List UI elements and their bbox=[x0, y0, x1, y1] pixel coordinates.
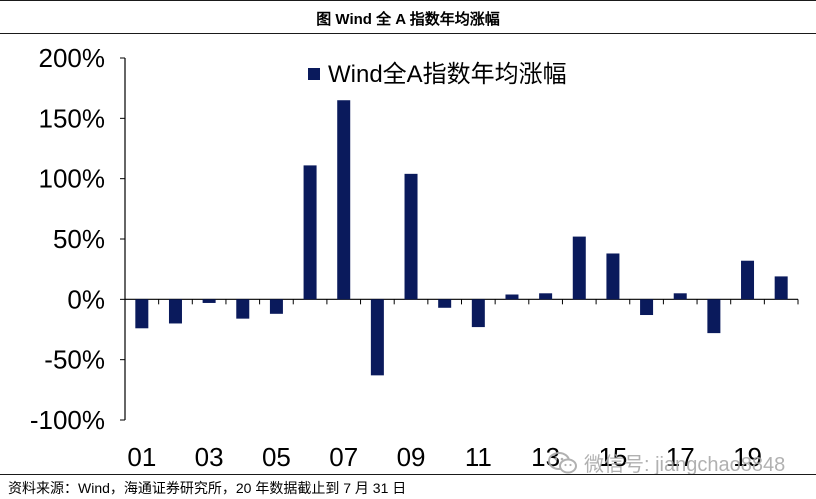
bar bbox=[303, 165, 317, 300]
x-tick-label: 01 bbox=[127, 442, 156, 472]
legend-swatch bbox=[308, 68, 320, 80]
bar bbox=[370, 299, 384, 376]
bar bbox=[404, 173, 418, 300]
y-tick-label: 50% bbox=[53, 224, 105, 254]
bar bbox=[606, 253, 620, 300]
bar bbox=[471, 299, 485, 328]
bar bbox=[236, 299, 250, 319]
bar bbox=[707, 299, 721, 334]
y-tick-label: 100% bbox=[39, 164, 106, 194]
bar bbox=[202, 299, 216, 303]
x-tick-label: 03 bbox=[195, 442, 224, 472]
bar bbox=[741, 260, 755, 300]
wechat-icon bbox=[548, 451, 577, 473]
header-frame bbox=[0, 0, 816, 34]
bar bbox=[539, 293, 553, 300]
bar bbox=[269, 299, 283, 314]
x-tick-label: 07 bbox=[329, 442, 358, 472]
bar bbox=[505, 294, 519, 300]
x-tick-label: 05 bbox=[262, 442, 291, 472]
x-tick-label: 17 bbox=[666, 442, 695, 472]
bar bbox=[168, 299, 182, 324]
bar bbox=[337, 100, 351, 300]
legend-label: Wind全A指数年均涨幅 bbox=[328, 61, 567, 88]
bar bbox=[640, 299, 654, 316]
x-tick-label: 09 bbox=[397, 442, 426, 472]
y-tick-label: -50% bbox=[44, 345, 105, 375]
y-tick-label: -100% bbox=[30, 405, 105, 435]
x-tick-label: 19 bbox=[733, 442, 762, 472]
y-tick-label: 200% bbox=[39, 43, 106, 73]
bar bbox=[572, 236, 586, 300]
y-tick-label: 150% bbox=[39, 103, 106, 133]
x-tick-label: 15 bbox=[598, 442, 627, 472]
bar bbox=[673, 293, 687, 300]
bar-chart: -100% -50% 0% 50% 100% 150% 200% 01 03 05 07 09 11 1… bbox=[30, 43, 799, 472]
bar bbox=[438, 299, 452, 308]
y-tick-labels: -100% -50% 0% 50% 100% 150% 200% bbox=[30, 43, 105, 435]
watermark-text: 微信号: jiangchao8848 bbox=[584, 454, 786, 476]
chart-legend: Wind全A指数年均涨幅 bbox=[308, 61, 567, 88]
source-note: 资料来源：Wind，海通证券研究所，20 年数据截止到 7 月 31 日 bbox=[8, 480, 407, 496]
y-tick-label: 0% bbox=[67, 284, 105, 314]
bar bbox=[774, 276, 788, 300]
watermark: 微信号: jiangchao8848 bbox=[548, 448, 785, 477]
chart-bars bbox=[135, 100, 788, 376]
x-tick-label: 11 bbox=[465, 442, 492, 472]
footer-divider bbox=[0, 474, 816, 475]
figure-title: 图 Wind 全 A 指数年均涨幅 bbox=[316, 11, 500, 28]
bar bbox=[135, 299, 149, 329]
chart-axes bbox=[120, 57, 799, 421]
